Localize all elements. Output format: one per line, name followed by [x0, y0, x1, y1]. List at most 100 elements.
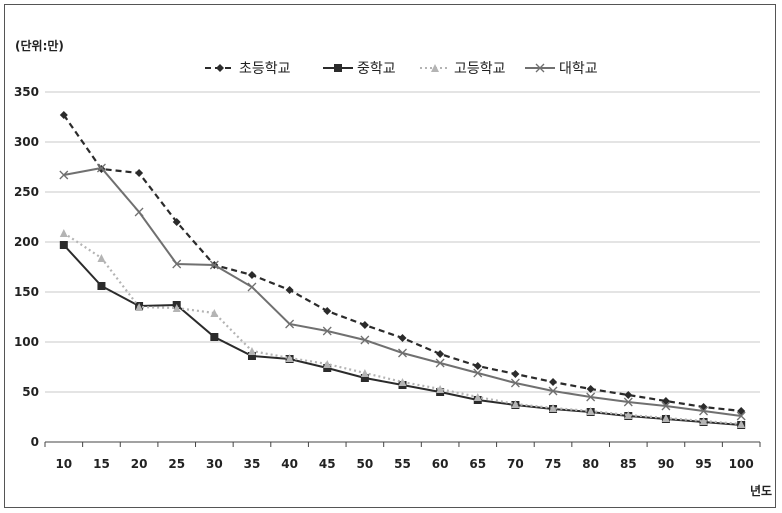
series-4-point-70 [510, 378, 520, 388]
line-chart: 0 50 100 150 200 250 300 350 10 15 20 25 30 35 40 45 50… [14, 38, 772, 498]
series-1-point-65 [473, 362, 482, 370]
series-3-point-65 [473, 393, 482, 401]
x-axis [44, 441, 761, 447]
series-layer [59, 111, 746, 429]
series-1-point-20 [135, 169, 144, 177]
series-1-point-100 [737, 407, 746, 415]
y-tick-label-350: 350 [14, 85, 39, 99]
series-4-point-15 [96, 163, 106, 173]
x-tick-label-65: 65 [469, 457, 486, 471]
x-tick-label-40: 40 [281, 457, 298, 471]
series-3-point-85 [624, 411, 633, 419]
series-1-point-45 [323, 307, 332, 315]
x-tick-label-45: 45 [319, 457, 336, 471]
series-4-point-80 [586, 392, 596, 402]
x-tick-label-80: 80 [582, 457, 599, 471]
x-tick-label-15: 15 [93, 457, 110, 471]
series-4-point-60 [435, 358, 445, 368]
series-1-point-25 [172, 218, 181, 226]
x-unit-label: 년도 [750, 484, 772, 498]
series-4-point-30 [209, 260, 219, 270]
y-tick-label-100: 100 [14, 335, 39, 349]
x-tick-label-55: 55 [394, 457, 411, 471]
legend-item-4-marker [535, 63, 545, 73]
series-3-point-75 [549, 404, 558, 412]
series-2-point-35 [247, 352, 256, 360]
y-tick-label-50: 50 [22, 385, 39, 399]
legend-item-3: 고등학교 [420, 61, 506, 77]
series-1-point-90 [661, 397, 670, 405]
x-tick-label-60: 60 [432, 457, 449, 471]
series-1-point-75 [549, 378, 558, 386]
chart-frame: 0 50 100 150 200 250 300 350 10 15 20 25 30 35 40 45 50… [4, 4, 776, 508]
x-tick-label-85: 85 [620, 457, 637, 471]
legend-item-2-label: 중학교 [357, 61, 396, 77]
legend-item-2: 중학교 [323, 61, 396, 77]
series-3-point-30 [210, 309, 219, 317]
x-tick-label-35: 35 [244, 457, 261, 471]
series-3-point-90 [661, 414, 670, 422]
series-4-point-10 [59, 170, 69, 180]
x-tick-label-75: 75 [545, 457, 562, 471]
series-4-point-45 [322, 326, 332, 336]
legend-item-4: 대학교 [525, 61, 598, 77]
x-tick-label-50: 50 [357, 457, 374, 471]
series-3-point-10 [59, 229, 68, 237]
x-tick-label-70: 70 [507, 457, 524, 471]
series-1-point-55 [398, 334, 407, 342]
series-3-point-15 [97, 254, 106, 262]
x-tick-label-25: 25 [168, 457, 185, 471]
series-3-point-55 [398, 378, 407, 386]
x-tick-label-100: 100 [729, 457, 754, 471]
y-tick-label-200: 200 [14, 235, 39, 249]
series-3-point-95 [699, 417, 708, 425]
series-1 [59, 111, 746, 415]
legend-item-2-marker [334, 64, 342, 72]
y-unit-label: (단위:만) [15, 38, 64, 53]
series-1-point-40 [285, 286, 294, 294]
series-1-line [62, 114, 742, 413]
series-3-point-20 [135, 303, 144, 311]
series-4-point-25 [172, 259, 182, 269]
y-tick-label-0: 0 [31, 435, 39, 449]
series-4-point-20 [134, 207, 144, 217]
y-tick-label-150: 150 [14, 285, 39, 299]
series-4 [59, 163, 746, 421]
series-3-point-100 [737, 420, 746, 428]
legend-item-1-marker [216, 64, 224, 72]
legend-item-1: 초등학교 [205, 61, 291, 77]
y-tick-label-250: 250 [14, 185, 39, 199]
x-tick-label-10: 10 [55, 457, 72, 471]
legend-item-3-label: 고등학교 [454, 61, 506, 77]
series-3-point-80 [586, 407, 595, 415]
y-axis-tick-labels: 0 50 100 150 200 250 300 350 [14, 85, 39, 449]
x-tick-label-20: 20 [131, 457, 148, 471]
series-3-point-40 [285, 354, 294, 362]
series-1-point-50 [360, 321, 369, 329]
series-3-point-45 [323, 360, 332, 368]
series-2-point-30 [210, 333, 219, 341]
series-2-point-15 [97, 282, 106, 290]
series-4-point-90 [661, 401, 671, 411]
series-3-point-50 [360, 369, 369, 377]
x-tick-label-90: 90 [658, 457, 675, 471]
gridlines [45, 91, 760, 393]
y-tick-label-300: 300 [14, 135, 39, 149]
series-4-point-100 [736, 411, 746, 421]
series-4-point-95 [699, 406, 709, 416]
x-tick-label-95: 95 [695, 457, 712, 471]
series-4-point-55 [398, 348, 407, 358]
series-1-point-85 [624, 391, 633, 399]
series-1-point-35 [247, 271, 256, 279]
x-tick-label-30: 30 [206, 457, 223, 471]
series-1-point-60 [436, 350, 445, 358]
legend: 초등학교 중학교 고등학교 대학교 [205, 61, 598, 77]
series-2-point-10 [59, 241, 68, 249]
legend-item-1-label: 초등학교 [239, 61, 291, 77]
series-1-point-80 [586, 385, 595, 393]
series-1-point-70 [511, 370, 520, 378]
series-3-point-70 [511, 400, 520, 408]
series-3 [59, 229, 746, 428]
series-1-point-10 [59, 111, 68, 119]
series-3-point-35 [247, 347, 256, 355]
